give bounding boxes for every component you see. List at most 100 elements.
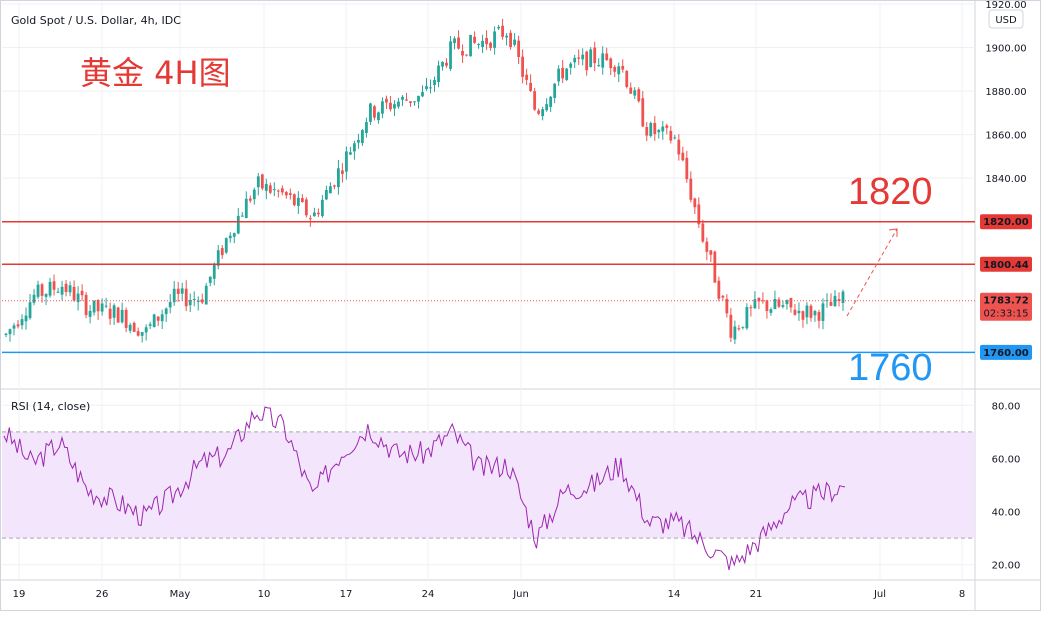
candle-body <box>633 90 637 96</box>
candle-body <box>645 127 649 136</box>
candle-body <box>349 152 352 155</box>
candle-body <box>569 63 573 68</box>
price-tick-label: 1840.00 <box>985 174 1026 185</box>
candle-body <box>565 68 569 80</box>
currency-badge[interactable] <box>988 9 1024 29</box>
rsi-tick-label: 60.00 <box>992 454 1021 465</box>
candle-body <box>801 311 805 320</box>
candle-body <box>397 101 400 107</box>
candle-body <box>304 199 308 216</box>
candle-body <box>68 285 72 293</box>
candle-body <box>300 198 304 203</box>
candle-body <box>489 42 492 48</box>
rsi-axis[interactable]: 80.00 60.00 40.00 20.00 <box>992 401 1021 571</box>
candle-body <box>769 309 773 313</box>
candle-body <box>48 281 52 296</box>
chart-title: Gold Spot / U.S. Dollar, 4h, IDC <box>11 14 181 27</box>
candle-body <box>401 96 404 100</box>
candle-body <box>605 53 609 61</box>
candle-body <box>829 301 833 306</box>
candle-body <box>517 40 521 58</box>
candle-body <box>124 309 128 328</box>
candle-body <box>677 139 681 155</box>
candle-body <box>693 198 697 208</box>
candle-body <box>553 83 557 98</box>
candle-body <box>421 91 424 97</box>
candle-body <box>449 41 452 69</box>
candle-body <box>785 300 789 305</box>
candle-body <box>777 299 781 307</box>
candle-body <box>485 37 488 45</box>
candle-body <box>733 326 737 340</box>
candle-body <box>288 193 292 195</box>
rsi-line <box>3 406 846 571</box>
rsi-title: RSI (14, close) <box>11 400 90 413</box>
candle-body <box>469 34 472 57</box>
candle-body <box>120 309 124 323</box>
candle-body <box>172 288 176 303</box>
price-axis[interactable]: 1920.00 1900.00 1880.00 1860.00 1840.00 <box>985 0 1026 185</box>
candle-body <box>108 308 112 319</box>
price-tick-label: 1880.00 <box>985 87 1026 98</box>
candles-series <box>4 18 845 345</box>
candle-body <box>224 238 228 253</box>
rsi-tick-label: 40.00 <box>992 508 1021 519</box>
candle-body <box>80 290 84 296</box>
candle-body <box>425 86 428 89</box>
candle-body <box>781 305 785 307</box>
candle-body <box>717 280 721 299</box>
candle-body <box>613 66 617 72</box>
candle-body <box>32 294 36 303</box>
level-label-1760: 1760 <box>848 347 933 389</box>
candle-body <box>228 235 232 239</box>
candle-body <box>353 143 356 152</box>
candle-body <box>112 305 116 318</box>
candle-body <box>673 137 677 139</box>
projection-arrow-head-icon <box>888 228 898 237</box>
time-tick-label: 19 <box>13 589 26 600</box>
candle-body <box>593 47 597 64</box>
candle-body <box>625 70 629 87</box>
candle-body <box>525 74 529 80</box>
candle-body <box>597 65 601 67</box>
candle-body <box>292 194 296 206</box>
candle-body <box>264 183 268 191</box>
candle-body <box>481 40 484 48</box>
candle-body <box>409 101 412 103</box>
candle-body <box>393 104 396 109</box>
candle-body <box>773 298 777 310</box>
time-tick-label: 8 <box>959 589 965 600</box>
candle-body <box>529 82 533 91</box>
price-tag-1760: 1760.00 <box>980 344 1032 360</box>
candle-body <box>12 325 16 329</box>
candle-body <box>268 185 272 193</box>
candle-body <box>160 314 164 322</box>
candle-body <box>657 129 661 133</box>
candle-body <box>232 233 236 237</box>
candle-body <box>56 291 60 293</box>
chart-annotation: 黄金 4H图 <box>80 54 231 92</box>
price-tag-1800-text: 1800.44 <box>983 260 1029 271</box>
time-tick-label: Jun <box>512 589 529 600</box>
price-tick-label: 1900.00 <box>985 44 1026 55</box>
candle-body <box>797 310 801 314</box>
candle-body <box>465 54 468 56</box>
candle-body <box>365 122 368 133</box>
candle-body <box>216 250 220 266</box>
candle-body <box>252 189 256 200</box>
candle-body <box>324 190 328 200</box>
candle-body <box>741 326 745 328</box>
price-tag-1760-text: 1760.00 <box>983 348 1029 359</box>
candle-body <box>473 36 476 43</box>
candle-body <box>204 285 208 305</box>
candle-body <box>513 39 517 45</box>
candle-body <box>725 298 729 314</box>
candle-body <box>813 311 817 316</box>
candle-body <box>461 51 464 56</box>
candle-body <box>661 126 665 132</box>
candle-body <box>256 176 260 188</box>
candle-body <box>637 89 641 102</box>
time-axis[interactable]: 19 26 May 10 17 24 Jun 14 21 Jul 8 <box>13 589 966 600</box>
candle-body <box>4 333 8 335</box>
